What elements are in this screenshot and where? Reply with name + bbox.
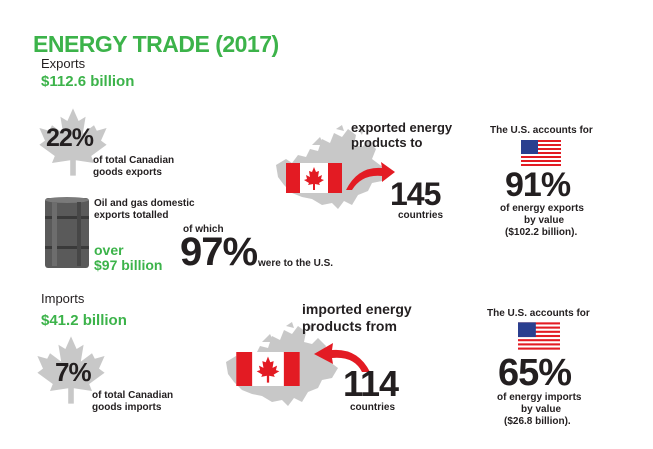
us-flag-icon [521, 140, 561, 166]
canadian-flag-icon [236, 352, 300, 386]
exports-us-pct: 97% [180, 230, 258, 274]
imports-amount: $41.2 billion [41, 312, 127, 329]
imports-label: Imports [41, 291, 85, 306]
imports-us-value-1: of energy imports [497, 392, 582, 403]
of-which: of which [183, 224, 224, 235]
exports-dest-unit: countries [398, 210, 444, 221]
oil-over: over [94, 242, 124, 258]
exports-share-desc-1: of total Canadian [93, 155, 175, 166]
exports-dest-count: 145 [390, 176, 441, 212]
imports-us-value-3: ($26.8 billion). [504, 416, 571, 427]
imports-share-desc-2: goods imports [92, 402, 162, 413]
page-title: ENERGY TRADE (2017) [33, 31, 279, 57]
exports-amount: $112.6 billion [41, 73, 135, 90]
exports-dest-text-2: products to [351, 135, 423, 150]
oil-amount: $97 billion [94, 257, 163, 273]
imports-dest-text-1: imported energy [302, 301, 412, 317]
oil-desc-1: Oil and gas domestic [94, 198, 195, 209]
imports-share-pct: 7% [55, 357, 92, 387]
imports-us-accounts: The U.S. accounts for [487, 308, 590, 319]
exports-us-value-2: by value [524, 215, 565, 226]
oil-barrel-icon [45, 197, 89, 268]
exports-us-accounts: The U.S. accounts for [490, 125, 593, 136]
exports-us-value-1: of energy exports [500, 203, 584, 214]
exports-us-value-pct: 91% [505, 166, 571, 204]
exports-label: Exports [41, 56, 86, 71]
imports-us-value-pct: 65% [498, 352, 572, 394]
exports-us-text: were to the U.S. [258, 258, 334, 269]
arrow-icon [314, 343, 370, 372]
maple-leaf-icon [39, 108, 107, 176]
arrow-icon [346, 162, 395, 190]
imports-dest-unit: countries [350, 402, 396, 413]
exports-share-pct: 22% [46, 124, 94, 152]
maple-leaf-icon [37, 336, 105, 404]
imports-dest-count: 114 [343, 363, 399, 404]
imports-share-desc-1: of total Canadian [92, 390, 174, 401]
canadian-flag-icon [286, 163, 342, 193]
exports-us-value-3: ($102.2 billion). [505, 227, 578, 238]
oil-desc-2: exports totalled [94, 210, 169, 221]
imports-dest-text-2: products from [302, 318, 397, 334]
us-flag-icon [518, 322, 560, 350]
imports-us-value-2: by value [521, 404, 562, 415]
exports-share-desc-2: goods exports [93, 167, 162, 178]
exports-dest-text-1: exported energy [351, 120, 453, 135]
